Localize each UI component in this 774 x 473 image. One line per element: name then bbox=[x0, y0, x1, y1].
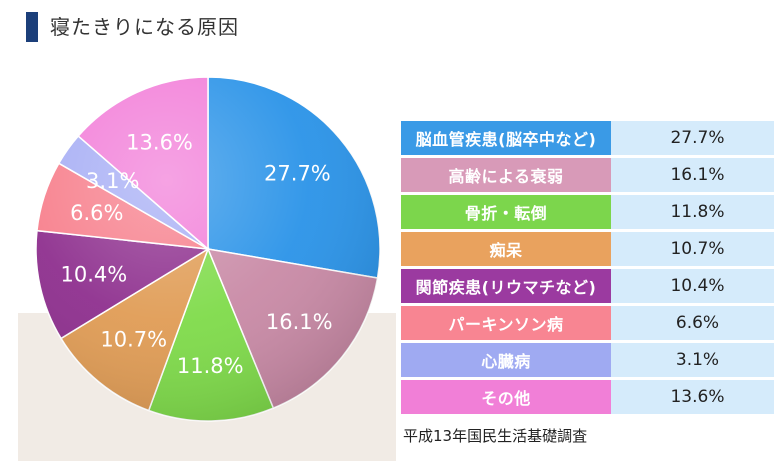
legend-label: 心臓病 bbox=[401, 343, 611, 377]
legend-value: 6.6% bbox=[611, 306, 774, 340]
pie-percent-label-6: 3.1% bbox=[86, 169, 139, 193]
legend-label: 脳血管疾患(脳卒中など) bbox=[401, 121, 611, 155]
pie-percent-label-4: 10.4% bbox=[60, 263, 127, 287]
pie-percent-label-7: 13.6% bbox=[126, 131, 193, 155]
pie-percent-label-5: 6.6% bbox=[70, 201, 123, 225]
pie-percent-label-1: 16.1% bbox=[266, 310, 333, 334]
legend-row: 高齢による衰弱 16.1% bbox=[401, 158, 774, 192]
pie-percent-label-3: 10.7% bbox=[100, 327, 167, 351]
legend-row: 心臓病 3.1% bbox=[401, 343, 774, 377]
legend-label: 骨折・転倒 bbox=[401, 195, 611, 229]
legend-table: 脳血管疾患(脳卒中など) 27.7% 高齢による衰弱 16.1% 骨折・転倒 11.8% 痴… bbox=[401, 118, 774, 417]
legend-value: 10.7% bbox=[611, 232, 774, 266]
legend-value: 3.1% bbox=[611, 343, 774, 377]
legend-row: 脳血管疾患(脳卒中など) 27.7% bbox=[401, 121, 774, 155]
legend-value: 13.6% bbox=[611, 380, 774, 414]
legend-value: 11.8% bbox=[611, 195, 774, 229]
legend-row: 骨折・転倒 11.8% bbox=[401, 195, 774, 229]
legend-row: 関節疾患(リウマチなど) 10.4% bbox=[401, 269, 774, 303]
legend-label: パーキンソン病 bbox=[401, 306, 611, 340]
legend-row: その他 13.6% bbox=[401, 380, 774, 414]
legend-row: 痴呆 10.7% bbox=[401, 232, 774, 266]
legend-value: 10.4% bbox=[611, 269, 774, 303]
legend-label: 高齢による衰弱 bbox=[401, 158, 611, 192]
title-accent-bar bbox=[26, 12, 38, 42]
legend-row: パーキンソン病 6.6% bbox=[401, 306, 774, 340]
pie-percent-label-0: 27.7% bbox=[264, 162, 331, 186]
source-note: 平成13年国民生活基礎調査 bbox=[403, 427, 588, 445]
page-title: 寝たきりになる原因 bbox=[50, 15, 239, 39]
legend-value: 16.1% bbox=[611, 158, 774, 192]
legend-value: 27.7% bbox=[611, 121, 774, 155]
pie-percent-label-2: 11.8% bbox=[177, 354, 244, 378]
legend-label: 関節疾患(リウマチなど) bbox=[401, 269, 611, 303]
legend-label: 痴呆 bbox=[401, 232, 611, 266]
legend-label: その他 bbox=[401, 380, 611, 414]
